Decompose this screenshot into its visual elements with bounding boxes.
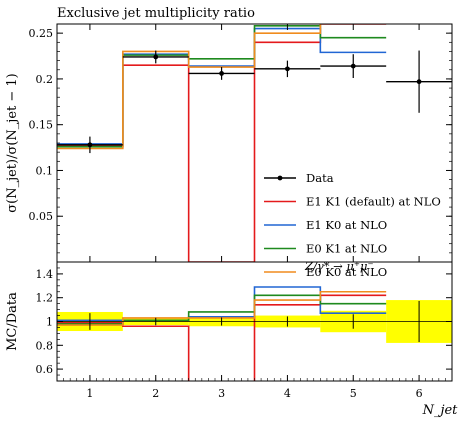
main-y-tick-label: 0.05	[29, 210, 54, 223]
mc-ratio-histograms	[57, 286, 387, 381]
ratio-y-axis-label: MC/Data	[5, 292, 20, 351]
ratio-data-points	[89, 300, 420, 343]
ratio-y-tick-label: 1	[46, 316, 53, 329]
legend-entry: E0 K1 at NLO	[264, 242, 387, 256]
histogram-line	[57, 24, 322, 150]
data-point	[416, 79, 422, 85]
x-tick-label: 3	[218, 387, 225, 400]
x-tick-label: 1	[86, 387, 93, 400]
histogram-line	[57, 25, 387, 148]
data-point	[285, 66, 290, 72]
data-point	[87, 142, 93, 148]
x-axis-label: N_jet	[422, 403, 459, 418]
main-y-tick-label: 0.15	[29, 119, 54, 132]
process-annotation: Z/γ* → μ⁺μ⁻	[304, 259, 374, 273]
ratio-panel: 0.6 0.8 1 1.2 1.4 1 2 3 4 5 6	[36, 261, 453, 400]
legend: Data E1 K1 (default) at NLO E1 K0 at NLO E0…	[264, 171, 441, 279]
legend-entry: E1 K1 (default) at NLO	[264, 195, 441, 209]
x-tick-label: 4	[284, 387, 291, 400]
data-point	[153, 54, 159, 60]
histogram-line	[57, 27, 387, 145]
main-y-axis-label: σ(N_jet)/σ(N_jet − 1)	[5, 73, 20, 213]
legend-label: E1 K0 at NLO	[306, 218, 387, 232]
x-tick-label: 2	[152, 387, 159, 400]
data-point	[219, 71, 224, 76]
main-y-tick-label: 0.2	[36, 73, 54, 86]
x-tick-label: 5	[350, 387, 357, 400]
data-points	[57, 50, 452, 154]
main-y-tick-label: 0.1	[36, 164, 54, 177]
legend-entry: E1 K0 at NLO	[264, 218, 387, 232]
chart-title: Exclusive jet multiplicity ratio	[57, 6, 255, 21]
legend-label: E0 K0 at NLO	[306, 265, 387, 279]
main-y-tick-label: 0.25	[29, 27, 54, 40]
ratio-y-tick-label: 1.2	[36, 292, 54, 305]
ratio-y-tick-label: 1.4	[36, 268, 54, 281]
ratio-y-tick-label: 0.6	[36, 363, 54, 376]
x-tick-label: 6	[416, 387, 423, 400]
axis-labels: N_jet σ(N_jet)/σ(N_jet − 1) MC/Data	[5, 73, 458, 418]
ratio-histogram-line	[57, 290, 387, 326]
legend-label: Data	[306, 171, 334, 185]
legend-label: E1 K1 (default) at NLO	[306, 195, 441, 209]
legend-entry-data: Data	[264, 171, 334, 185]
main-panel: 0.05 0.1 0.15 0.2 0.25	[29, 23, 453, 263]
data-point	[350, 63, 356, 69]
legend-marker-dot	[277, 175, 283, 181]
legend-label: E0 K1 at NLO	[306, 242, 387, 256]
legend-entry: E0 K0 at NLO	[264, 265, 387, 279]
ratio-y-tick-label: 0.8	[36, 339, 54, 352]
